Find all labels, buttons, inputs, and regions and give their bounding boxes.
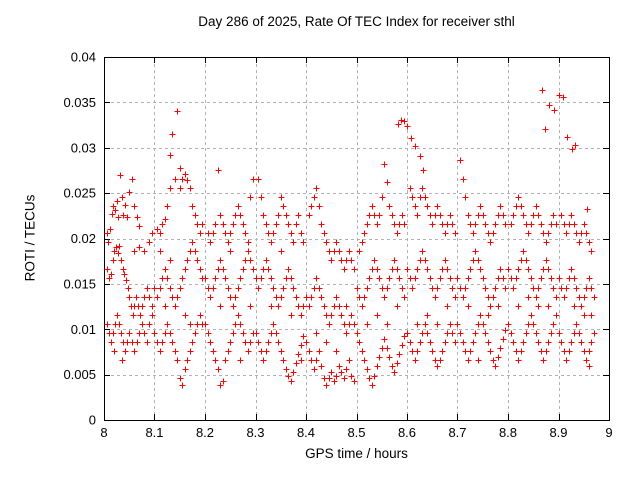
x-tick-label: 8.3: [246, 425, 264, 440]
y-tick-label: 0.03: [71, 140, 96, 155]
y-tick-label: 0.02: [71, 231, 96, 246]
grid-lines: [105, 58, 608, 419]
x-axis-label: GPS time / hours: [305, 446, 408, 461]
x-tick-label: 8.2: [196, 425, 214, 440]
scatter-points: [104, 87, 598, 389]
y-tick-label: 0.04: [71, 50, 96, 65]
y-tick-label: 0.01: [71, 322, 96, 337]
x-tick-label: 8.5: [347, 425, 365, 440]
axis-ticks: [104, 57, 610, 421]
x-tick-label: 8.4: [297, 425, 315, 440]
y-tick-label: 0.025: [63, 186, 96, 201]
y-tick-label: 0.005: [63, 367, 96, 382]
y-tick-label: 0.035: [63, 95, 96, 110]
x-tick-label: 8.6: [398, 425, 416, 440]
x-tick-label: 8.1: [145, 425, 163, 440]
y-tick-labels: 0 0.005 0.01 0.015 0.02 0.025 0.03 0.035 0.04: [63, 50, 96, 428]
x-tick-label: 8.9: [549, 425, 567, 440]
x-tick-label: 8.7: [448, 425, 466, 440]
y-axis-label: ROTI / TECUs: [22, 194, 38, 282]
x-tick-labels: 8 8.1 8.2 8.3 8.4 8.5 8.6 8.7 8.8 8.9 9: [100, 425, 612, 440]
x-tick-label: 8.8: [499, 425, 517, 440]
y-tick-label: 0.015: [63, 276, 96, 291]
x-tick-label: 9: [605, 425, 612, 440]
chart-title: Day 286 of 2025, Rate Of TEC Index for r…: [198, 14, 515, 29]
y-tick-label: 0: [89, 413, 96, 428]
x-tick-label: 8: [100, 425, 107, 440]
